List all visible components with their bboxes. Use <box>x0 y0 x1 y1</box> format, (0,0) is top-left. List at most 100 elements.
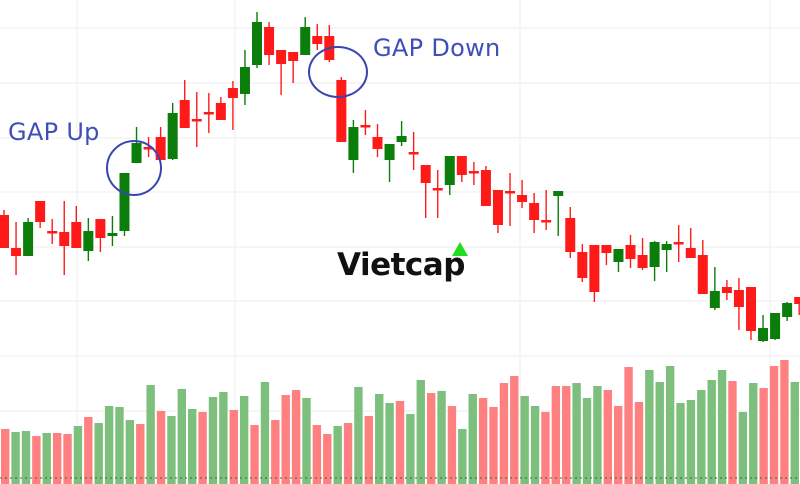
candle <box>480 166 491 206</box>
candle <box>673 225 684 262</box>
candle <box>794 297 800 315</box>
volume-bar <box>271 420 280 484</box>
candle <box>745 287 756 340</box>
volume-bar <box>63 434 72 484</box>
candle <box>589 245 600 302</box>
volume-bar <box>84 417 93 484</box>
volume-bar <box>655 382 664 484</box>
volume-bar <box>333 426 342 484</box>
candle <box>348 120 359 173</box>
volume-bar <box>229 410 238 484</box>
volume-bar <box>188 409 197 484</box>
volume-bar <box>562 386 571 484</box>
volume-bar <box>593 386 602 484</box>
candle <box>721 280 732 300</box>
candle <box>300 17 311 55</box>
gap-down-circle <box>308 46 368 98</box>
candle <box>59 201 70 275</box>
volume-bar <box>510 376 519 484</box>
volume-bar <box>572 383 581 484</box>
candle <box>637 238 648 270</box>
candle <box>685 228 696 258</box>
volume-bar <box>146 385 155 484</box>
candle <box>758 315 769 342</box>
volume-bar <box>136 424 145 484</box>
volume-bar <box>177 389 187 484</box>
candle <box>227 81 238 130</box>
gap-up-circle <box>106 140 162 196</box>
volume-bar <box>780 360 789 484</box>
candle <box>252 12 263 68</box>
candle <box>649 241 660 281</box>
volume-bar <box>52 433 62 484</box>
candle <box>782 302 793 321</box>
candle <box>215 97 226 120</box>
volume-bar <box>426 393 436 484</box>
volume-bar <box>94 423 103 484</box>
candle <box>541 190 552 230</box>
volume-bar <box>665 366 675 484</box>
volume-bar <box>489 407 498 484</box>
volume-bar <box>759 388 768 484</box>
candle <box>179 80 190 128</box>
volume-bar <box>239 396 249 484</box>
volume-bar <box>73 426 83 484</box>
candle <box>239 50 250 105</box>
volume-bar <box>375 394 384 484</box>
volume-bar <box>343 423 353 484</box>
volume-bar <box>291 390 301 484</box>
volume-bar <box>645 370 654 484</box>
volume-bar <box>717 370 727 484</box>
candle <box>505 173 516 226</box>
volume-bar <box>198 412 207 484</box>
volume-bar <box>125 420 135 484</box>
volume-bar <box>582 398 592 484</box>
volume-bar <box>32 436 41 484</box>
volume-bar <box>167 416 176 484</box>
candle <box>312 24 323 50</box>
candle <box>697 240 708 294</box>
candle <box>11 222 22 275</box>
candle <box>372 124 383 157</box>
candle <box>420 165 431 218</box>
candle <box>155 127 166 160</box>
candle <box>167 103 178 160</box>
candle <box>492 190 503 233</box>
volume-bar <box>738 412 748 484</box>
volume-bar <box>728 381 737 484</box>
volume-bar <box>364 416 374 484</box>
volume-bar <box>11 432 20 484</box>
candle <box>396 121 407 146</box>
candles <box>0 12 800 342</box>
volume-bar <box>1 429 10 484</box>
candle <box>0 210 9 248</box>
candle <box>733 278 744 330</box>
volume-bar <box>697 390 706 484</box>
volume-bar <box>385 403 394 484</box>
volume-bar <box>406 414 415 484</box>
volume-bar <box>302 398 311 484</box>
volume-bar <box>686 400 696 484</box>
candle <box>83 218 94 261</box>
candle <box>203 93 214 133</box>
volume-bar <box>478 398 488 484</box>
candle <box>577 244 588 282</box>
gap-up-label: GAP Up <box>8 118 100 146</box>
volume-bar <box>312 425 322 484</box>
volume-bar <box>749 383 758 484</box>
candle <box>613 249 624 272</box>
volume-bar <box>21 431 31 484</box>
candle <box>601 245 612 265</box>
candle <box>71 206 82 248</box>
volume-bar <box>541 412 550 484</box>
volume-bar <box>707 380 716 484</box>
volume-bar <box>115 407 124 484</box>
volume-bar <box>416 380 425 484</box>
volume-bar <box>437 391 446 484</box>
volume-bar <box>281 395 290 484</box>
candle <box>95 219 106 252</box>
candle <box>517 180 528 208</box>
candle <box>468 162 479 185</box>
